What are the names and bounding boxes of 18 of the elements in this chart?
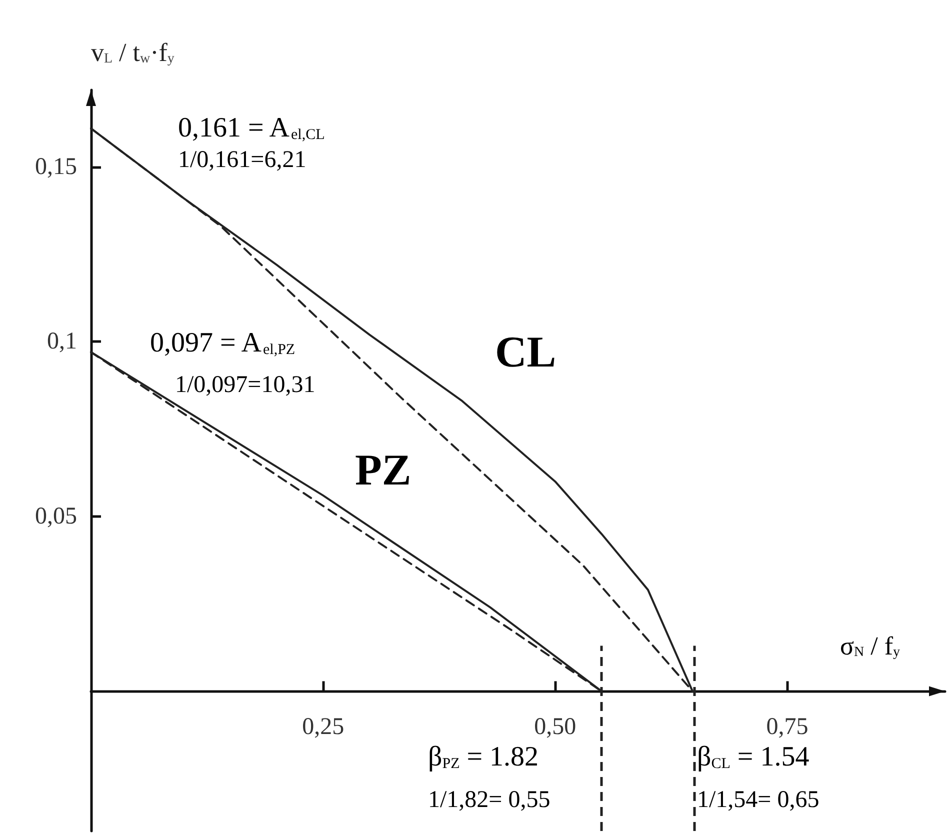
x-axis-title: σN / fy (840, 632, 900, 661)
y-tick-label: 0,05 (35, 503, 77, 530)
annotation: 0,161 = Ael,CL (178, 112, 325, 144)
annotation: 1/1,54= 0,65 (697, 787, 820, 813)
annotation: PZ (355, 446, 412, 494)
annotation: 0,097 = Ael,PZ (150, 328, 296, 358)
y-tick-label: 0,15 (35, 154, 77, 180)
x-tick-label: 0,75 (766, 714, 808, 740)
annotation: 1/0,161=6,21 (178, 147, 306, 173)
y-tick-label: 0,1 (47, 328, 77, 355)
annotation: βCL = 1.54 (697, 742, 810, 772)
annotation: 1/1,82= 0,55 (428, 787, 550, 813)
x-tick-label: 0,50 (534, 714, 576, 740)
y-axis-title: vL / tw·fy (91, 38, 174, 67)
x-tick-label: 0,25 (302, 714, 344, 740)
annotation: βPZ = 1.82 (428, 742, 539, 772)
annotation: 1/0,097=10,31 (175, 372, 316, 398)
annotation: CL (495, 328, 556, 376)
